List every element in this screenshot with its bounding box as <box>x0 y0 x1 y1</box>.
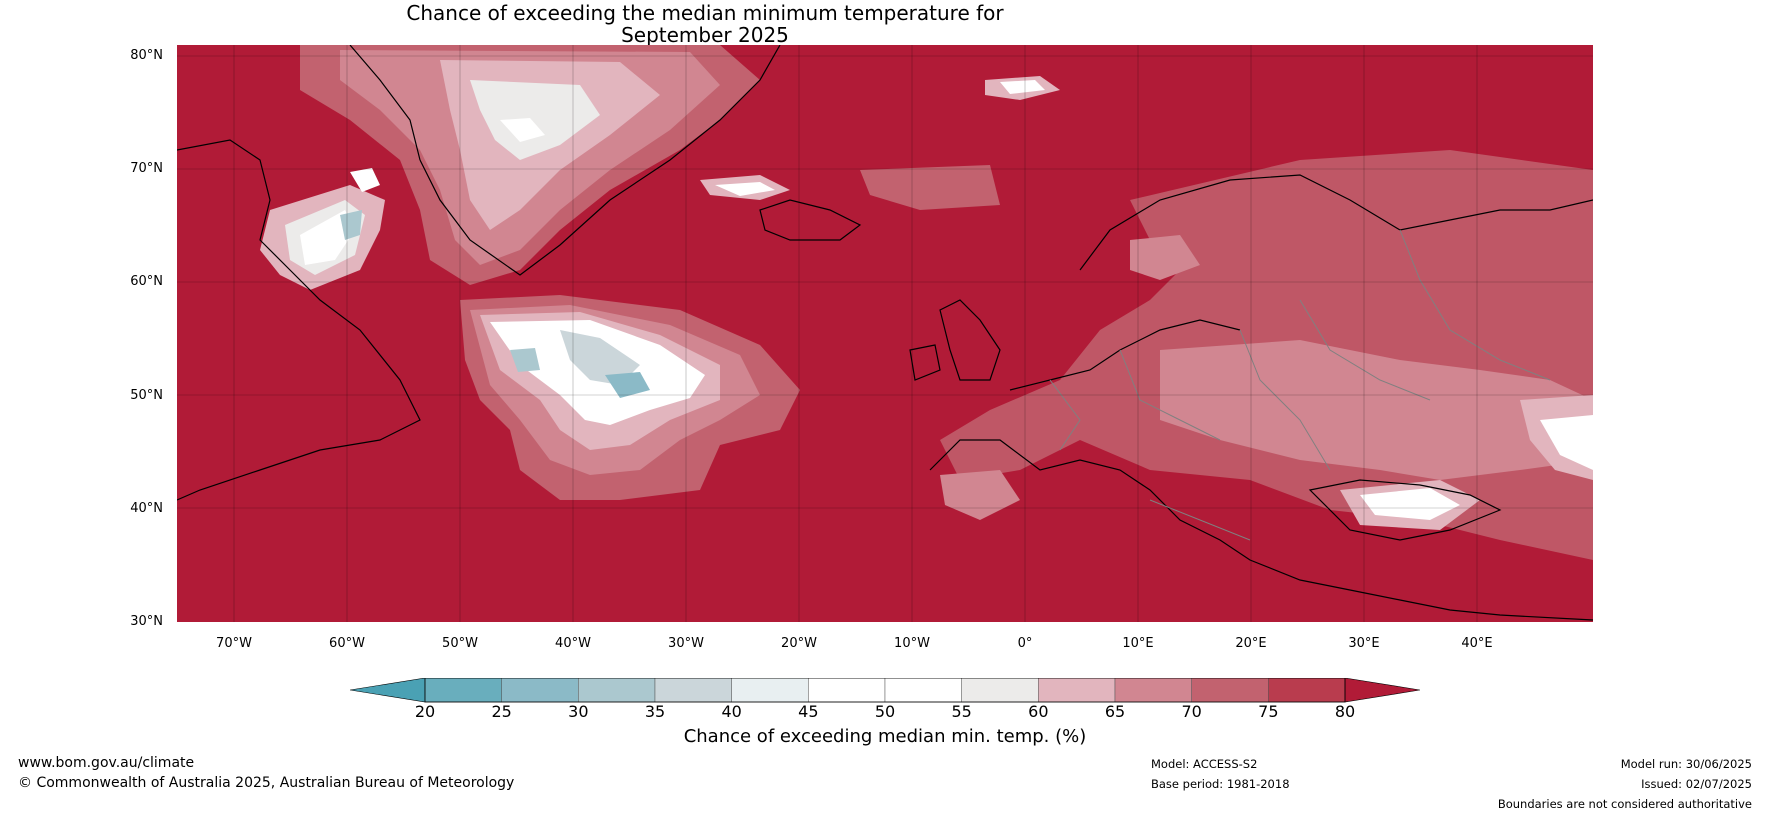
lon-label-20e: 20°E <box>1235 636 1267 651</box>
colorbar-segment <box>1038 678 1116 703</box>
lon-label-50w: 50°W <box>442 636 478 651</box>
colorbar-tick-label: 55 <box>951 702 972 721</box>
colorbar-segment <box>1114 678 1192 703</box>
footer-issued: Issued: 02/07/2025 <box>1641 777 1752 791</box>
lat-label-70: 70°N <box>130 161 163 176</box>
lon-label-10w: 10°W <box>894 636 930 651</box>
lon-label-10e: 10°E <box>1122 636 1154 651</box>
colorbar-tick-label: 65 <box>1104 702 1126 721</box>
colorbar-segment <box>961 678 1039 703</box>
colorbar-segment <box>578 678 656 703</box>
colorbar-segment <box>808 678 886 703</box>
lon-label-0: 0° <box>1017 636 1033 651</box>
colorbar-segment <box>654 678 732 703</box>
europe-anomaly-region <box>940 150 1593 560</box>
lon-label-40w: 40°W <box>555 636 591 651</box>
colorbar-segment <box>1268 678 1346 703</box>
colorbar-tick-label: 50 <box>874 702 896 721</box>
lon-label-60w: 60°W <box>329 636 365 651</box>
colorbar-label: Chance of exceeding median min. temp. (%… <box>683 726 1087 747</box>
colorbar-tick-label: 40 <box>721 702 742 721</box>
lat-label-60: 60°N <box>130 274 163 289</box>
lat-label-50: 50°N <box>130 388 163 403</box>
colorbar-segment <box>884 678 962 703</box>
lon-label-30w: 30°W <box>668 636 704 651</box>
colorbar-tick-label: 25 <box>491 702 512 721</box>
colorbar-extend-high <box>1344 678 1420 703</box>
lon-label-70w: 70°W <box>216 636 252 651</box>
colorbar <box>350 678 1420 703</box>
colorbar-segment <box>1191 678 1269 703</box>
colorbar-tick-label: 75 <box>1258 702 1279 721</box>
north-atlantic-anomaly-region <box>460 295 800 500</box>
colorbar-tick-label: 30 <box>568 702 589 721</box>
colorbar-tick-label: 45 <box>798 702 819 721</box>
footer-copyright: © Commonwealth of Australia 2025, Austra… <box>18 775 515 791</box>
colorbar-tick-label: 70 <box>1181 702 1202 721</box>
lat-label-30: 30°N <box>130 614 163 629</box>
lon-label-20w: 20°W <box>781 636 817 651</box>
footer-base-period: Base period: 1981-2018 <box>1151 777 1290 791</box>
lat-label-80: 80°N <box>130 48 163 63</box>
lat-label-40: 40°N <box>130 501 163 516</box>
greenland-anomaly-region <box>300 45 760 285</box>
lon-label-30e: 30°E <box>1348 636 1380 651</box>
colorbar-tick-label: 80 <box>1334 702 1356 721</box>
colorbar-tick-label: 35 <box>644 702 666 721</box>
colorbar-segment <box>501 678 579 703</box>
colorbar-tick-label: 20 <box>414 702 436 721</box>
graticule <box>177 45 1593 622</box>
chart-title-line1: Chance of exceeding the median minimum t… <box>406 1 1004 25</box>
footer-model: Model: ACCESS-S2 <box>1151 757 1258 771</box>
lon-label-40e: 40°E <box>1461 636 1493 651</box>
colorbar-extend-low <box>350 678 426 703</box>
colorbar-segment <box>731 678 809 703</box>
footer-website[interactable]: www.bom.gov.au/climate <box>18 755 195 771</box>
footer-disclaimer: Boundaries are not considered authoritat… <box>1497 797 1752 811</box>
chart-title-line2: September 2025 <box>621 23 789 47</box>
labrador-anomaly-region <box>260 168 385 290</box>
iceland-anomaly-region <box>700 76 1060 210</box>
colorbar-tick-label: 60 <box>1028 702 1049 721</box>
footer-model-run: Model run: 30/06/2025 <box>1620 757 1752 771</box>
colorbar-segment <box>424 678 502 703</box>
country-borders <box>1049 229 1551 541</box>
